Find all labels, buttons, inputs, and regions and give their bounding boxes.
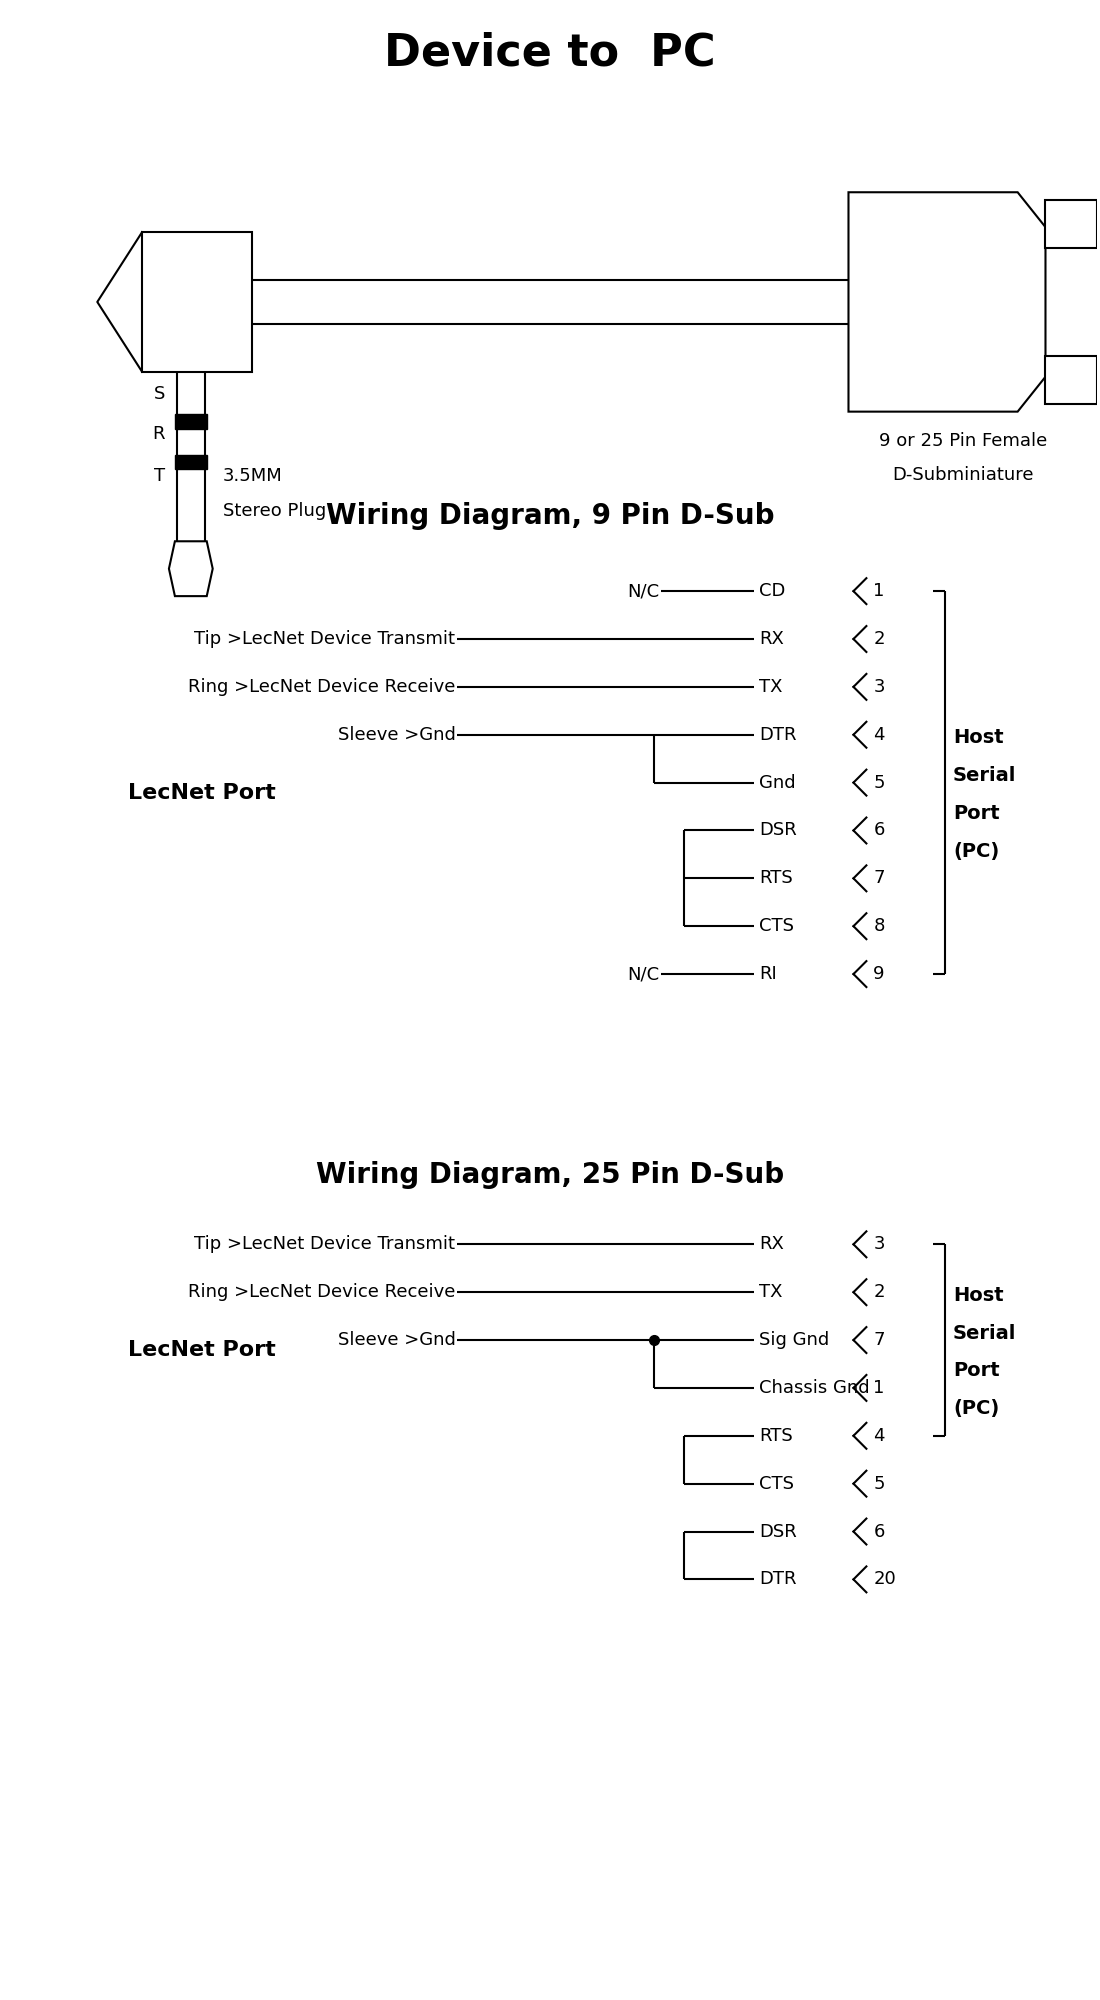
Text: RX: RX (759, 1236, 784, 1254)
Text: Tip >LecNet Device Transmit: Tip >LecNet Device Transmit (195, 1236, 455, 1254)
Text: 5: 5 (873, 774, 884, 792)
Polygon shape (169, 542, 212, 596)
Polygon shape (848, 192, 1045, 412)
FancyBboxPatch shape (142, 232, 252, 372)
Text: Ring >LecNet Device Receive: Ring >LecNet Device Receive (188, 1284, 455, 1302)
Text: N/C: N/C (627, 966, 659, 984)
Text: 7: 7 (873, 870, 884, 888)
Text: 4: 4 (873, 1426, 884, 1444)
Text: (PC): (PC) (953, 842, 999, 860)
Text: Device to  PC: Device to PC (384, 32, 716, 74)
Text: Port: Port (953, 1362, 1000, 1380)
Text: LecNet Port: LecNet Port (128, 1340, 276, 1360)
Bar (1045, 356, 1097, 404)
Text: Wiring Diagram, 9 Pin D-Sub: Wiring Diagram, 9 Pin D-Sub (326, 502, 774, 530)
Text: RTS: RTS (759, 1426, 793, 1444)
Polygon shape (175, 414, 207, 428)
Text: 5: 5 (873, 1474, 884, 1492)
Text: CD: CD (759, 582, 785, 600)
Text: RTS: RTS (759, 870, 793, 888)
Text: Gnd: Gnd (759, 774, 795, 792)
Polygon shape (175, 454, 207, 470)
Bar (1045, 200, 1097, 248)
Text: 3: 3 (873, 678, 884, 696)
Text: 1: 1 (873, 582, 884, 600)
Text: Sleeve >Gnd: Sleeve >Gnd (338, 726, 455, 744)
Text: 7: 7 (873, 1332, 884, 1350)
Text: Sleeve >Gnd: Sleeve >Gnd (338, 1332, 455, 1350)
Text: RX: RX (759, 630, 784, 648)
Text: N/C: N/C (627, 582, 659, 600)
Text: Host: Host (953, 728, 1003, 748)
Text: CTS: CTS (759, 1474, 794, 1492)
Text: 1: 1 (873, 1378, 884, 1396)
Text: Ring >LecNet Device Receive: Ring >LecNet Device Receive (188, 678, 455, 696)
Text: TX: TX (759, 678, 782, 696)
Text: Wiring Diagram, 25 Pin D-Sub: Wiring Diagram, 25 Pin D-Sub (316, 1160, 784, 1188)
Text: LecNet Port: LecNet Port (128, 782, 276, 802)
Text: DTR: DTR (759, 1570, 796, 1588)
Text: 2: 2 (873, 1284, 884, 1302)
Text: Port: Port (953, 804, 1000, 824)
Text: CTS: CTS (759, 918, 794, 936)
Text: (PC): (PC) (953, 1400, 999, 1418)
Text: Serial: Serial (953, 1324, 1016, 1342)
Text: 2: 2 (873, 630, 884, 648)
Text: 3.5MM: 3.5MM (222, 468, 283, 486)
Text: Host: Host (953, 1286, 1003, 1304)
Text: 9: 9 (873, 966, 884, 984)
Text: Sig Gnd: Sig Gnd (759, 1332, 829, 1350)
Text: Serial: Serial (953, 766, 1016, 786)
Text: 6: 6 (873, 822, 884, 840)
Text: DSR: DSR (759, 822, 796, 840)
Text: D-Subminiature: D-Subminiature (892, 466, 1034, 484)
Text: S: S (154, 384, 165, 402)
Text: 20: 20 (873, 1570, 896, 1588)
Text: 4: 4 (873, 726, 884, 744)
Text: Chassis Gnd: Chassis Gnd (759, 1378, 870, 1396)
Text: Stereo Plug: Stereo Plug (222, 502, 326, 520)
Text: Tip >LecNet Device Transmit: Tip >LecNet Device Transmit (195, 630, 455, 648)
Text: DTR: DTR (759, 726, 796, 744)
Text: 3: 3 (873, 1236, 884, 1254)
Text: 6: 6 (873, 1522, 884, 1540)
Text: 8: 8 (873, 918, 884, 936)
Text: 9 or 25 Pin Female: 9 or 25 Pin Female (879, 432, 1047, 450)
Text: DSR: DSR (759, 1522, 796, 1540)
Text: R: R (153, 424, 165, 442)
Text: TX: TX (759, 1284, 782, 1302)
Text: RI: RI (759, 966, 777, 984)
Text: T: T (154, 468, 165, 486)
